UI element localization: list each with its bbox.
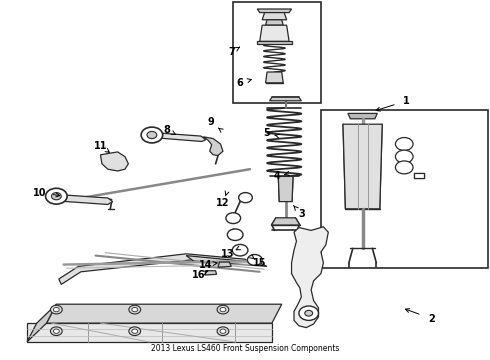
Circle shape: [299, 306, 318, 320]
Polygon shape: [205, 271, 217, 275]
Circle shape: [395, 150, 413, 163]
Circle shape: [129, 305, 141, 314]
Circle shape: [132, 307, 138, 312]
Polygon shape: [262, 13, 287, 20]
Circle shape: [147, 131, 157, 139]
Circle shape: [217, 305, 229, 314]
Text: 7: 7: [228, 47, 235, 57]
Bar: [233, 2, 321, 103]
Polygon shape: [266, 20, 283, 25]
Polygon shape: [27, 323, 272, 342]
Text: 2013 Lexus LS460 Front Suspension Components: 2013 Lexus LS460 Front Suspension Compon…: [151, 344, 339, 353]
Circle shape: [247, 255, 262, 265]
Text: 16: 16: [192, 270, 205, 280]
Polygon shape: [271, 218, 300, 225]
Circle shape: [232, 244, 248, 256]
Circle shape: [129, 327, 141, 336]
Circle shape: [50, 327, 62, 336]
Polygon shape: [270, 97, 301, 101]
Polygon shape: [257, 9, 292, 13]
Polygon shape: [260, 25, 289, 41]
Circle shape: [220, 307, 226, 312]
Circle shape: [395, 161, 413, 174]
Circle shape: [305, 310, 313, 316]
Text: 8: 8: [163, 125, 170, 135]
Polygon shape: [257, 41, 292, 44]
Text: 6: 6: [237, 78, 244, 88]
Text: 10: 10: [33, 188, 47, 198]
Text: 5: 5: [264, 128, 270, 138]
Circle shape: [220, 329, 226, 333]
Circle shape: [46, 188, 67, 204]
Polygon shape: [218, 262, 231, 267]
Polygon shape: [266, 72, 283, 83]
Circle shape: [217, 327, 229, 336]
Circle shape: [226, 213, 241, 224]
Polygon shape: [278, 176, 293, 202]
Polygon shape: [348, 113, 377, 119]
Text: 1: 1: [403, 96, 410, 106]
Text: 15: 15: [253, 258, 267, 268]
Text: 3: 3: [298, 209, 305, 219]
Text: 12: 12: [216, 198, 230, 208]
Polygon shape: [100, 152, 128, 171]
Circle shape: [227, 229, 243, 240]
Polygon shape: [56, 194, 113, 204]
Circle shape: [53, 329, 59, 333]
Circle shape: [141, 127, 163, 143]
Text: 14: 14: [199, 260, 213, 270]
Polygon shape: [152, 132, 206, 141]
Text: 11: 11: [94, 141, 107, 151]
Circle shape: [395, 138, 413, 150]
Circle shape: [51, 193, 61, 200]
Polygon shape: [27, 304, 56, 342]
Text: 4: 4: [273, 171, 280, 181]
Circle shape: [50, 305, 62, 314]
Text: 13: 13: [221, 249, 235, 259]
Text: 2: 2: [428, 314, 435, 324]
Polygon shape: [343, 124, 382, 209]
Circle shape: [132, 329, 138, 333]
Polygon shape: [414, 173, 424, 178]
Polygon shape: [292, 227, 328, 328]
Circle shape: [239, 193, 252, 203]
Polygon shape: [203, 137, 223, 156]
Polygon shape: [47, 304, 282, 323]
Polygon shape: [186, 256, 267, 266]
Polygon shape: [59, 254, 250, 284]
Text: 9: 9: [207, 117, 214, 127]
Bar: [321, 110, 488, 268]
Circle shape: [53, 307, 59, 312]
